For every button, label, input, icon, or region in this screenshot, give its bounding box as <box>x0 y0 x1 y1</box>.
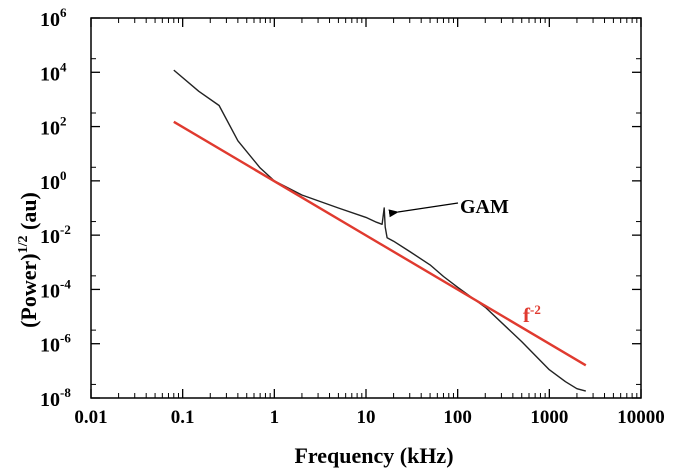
gam-arrow <box>388 202 459 218</box>
plot-frame <box>90 17 642 399</box>
y-tick-label: 100 <box>40 168 67 194</box>
x-tick-label: 10 <box>357 407 376 428</box>
x-tick-label: 0.01 <box>74 407 107 428</box>
f-minus-2-label: f-2 <box>523 302 541 327</box>
x-axis-label: Frequency (kHz) <box>294 443 453 468</box>
y-tick-label: 10-2 <box>40 222 71 248</box>
y-axis-label: (Power)1/2 (au) <box>16 192 41 328</box>
x-tick-label: 100 <box>443 407 472 428</box>
x-tick-label: 1000 <box>530 407 568 428</box>
x-tick-label: 10000 <box>617 407 665 428</box>
axis-ticks <box>90 17 642 399</box>
y-tick-label: 102 <box>40 114 67 140</box>
x-tick-label: 1 <box>270 407 280 428</box>
x-tick-label: 0.1 <box>171 407 195 428</box>
power-spectrum-line <box>173 69 586 392</box>
gam-annotation: GAM <box>388 196 509 218</box>
y-tick-label: 10-8 <box>40 385 71 411</box>
y-tick-label: 106 <box>40 5 67 31</box>
gam-label: GAM <box>460 196 509 218</box>
f-minus-2-fit-line <box>173 120 587 367</box>
y-tick-label: 10-6 <box>40 331 71 357</box>
tick-labels: 0.01 0.1 1 10 100 1000 10000 10-8 10-6 10-4 10-2 10… <box>40 5 665 428</box>
y-tick-label: 104 <box>40 59 67 85</box>
data-series <box>173 69 587 392</box>
y-tick-label: 10-4 <box>40 276 71 302</box>
